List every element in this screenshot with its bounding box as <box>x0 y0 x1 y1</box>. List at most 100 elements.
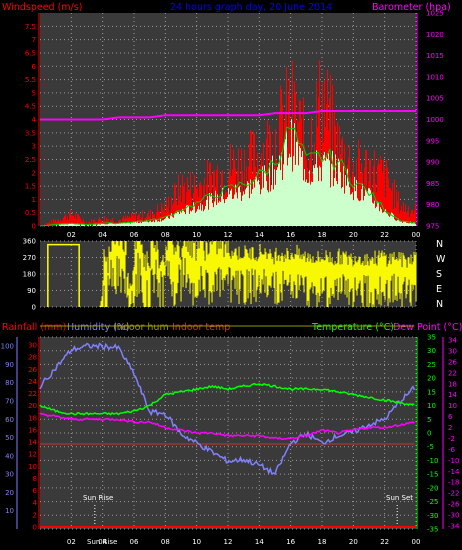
wind-tick-label: 7.5 <box>25 23 36 31</box>
compass-label: E <box>436 284 442 295</box>
wind-x-ticks: 02 04 06 08 10 12 14 16 18 20 22 00 <box>67 231 421 239</box>
rain-tick-label: 4 <box>33 499 38 507</box>
compass-label: W <box>436 254 446 265</box>
x-tick-label: 02 <box>67 231 76 239</box>
rain-tick-label: 30 <box>28 342 37 350</box>
wind-tick-label: 2.5 <box>25 156 36 164</box>
rain-tick-label: 6 <box>33 487 38 495</box>
sunrise-overlap-label: Sun Rise <box>87 538 117 546</box>
dew-tick-label: -26 <box>448 501 460 509</box>
dew-tick-label: -34 <box>448 523 460 531</box>
dew-line <box>39 412 415 440</box>
x-tick-label: 00 <box>412 538 421 546</box>
temp-tick-label: -25 <box>427 498 438 506</box>
temp-x-ticks: 02 04 06 08 10 12 14 16 18 20 22 00 <box>67 538 421 546</box>
temp-tick-label: 0 <box>427 430 431 438</box>
dew-tick-label: 6 <box>448 413 453 421</box>
direction-tick-label: 90 <box>27 287 36 295</box>
rain-tick-label: 22 <box>28 390 37 398</box>
direction-tick-label: 270 <box>23 254 36 262</box>
rain-tick-label: 16 <box>28 426 37 434</box>
baro-tick-label: 1020 <box>426 31 444 39</box>
dew-tick-label: -22 <box>448 490 459 498</box>
rain-tick-label: 20 <box>28 402 37 410</box>
rain-tick-label: 0 <box>33 524 37 532</box>
temp-y-ticks: -35-30-25-20-15-10-505101520253035-34-30… <box>1 334 460 534</box>
wind-tick-label: 7 <box>32 36 36 44</box>
wind-tick-label: 1 <box>32 196 36 204</box>
temp-tick-label: -5 <box>427 443 434 451</box>
hum-tick-label: 80 <box>5 379 14 387</box>
wind-tick-label: 4.5 <box>25 103 36 111</box>
x-tick-label: 20 <box>349 538 358 546</box>
dew-tick-label: -14 <box>448 468 460 476</box>
hum-tick-label: 50 <box>5 434 14 442</box>
temperature-axis-label: Temperature (°C) <box>311 322 394 333</box>
wind-tick-label: 5.5 <box>25 76 36 84</box>
x-tick-label: 18 <box>318 538 327 546</box>
rain-tick-label: 2 <box>33 511 37 519</box>
rain-tick-label: 12 <box>28 451 37 459</box>
direction-tick-label: 180 <box>23 271 36 279</box>
baro-tick-label: 1010 <box>426 73 444 81</box>
rain-tick-label: 8 <box>33 475 37 483</box>
dew-tick-label: 34 <box>448 337 457 345</box>
temp-tick-label: -30 <box>427 512 438 520</box>
direction-calm-box <box>47 243 80 307</box>
dew-tick-label: -2 <box>448 435 455 443</box>
baro-tick-label: 995 <box>426 137 439 145</box>
x-tick-label: 00 <box>412 231 421 239</box>
hum-tick-label: 60 <box>5 416 14 424</box>
temp-tick-label: -10 <box>427 457 438 465</box>
baro-tick-label: 1005 <box>426 95 444 103</box>
rain-tick-label: 24 <box>28 378 37 386</box>
chart-title: 24 hours graph day, 20 June 2014 <box>170 2 332 13</box>
compass-label: N <box>436 239 443 250</box>
direction-tick-label: 0 <box>32 304 36 312</box>
wind-tick-label: 0 <box>32 223 36 231</box>
compass-label: N <box>436 299 443 310</box>
temp-tick-label: 5 <box>427 416 431 424</box>
avg-wind-line <box>39 126 417 227</box>
dew-tick-label: 22 <box>448 369 457 377</box>
wind-tick-label: 6.5 <box>25 49 36 57</box>
temp-tick-label: -15 <box>427 471 438 479</box>
compass-label: S <box>436 269 442 280</box>
x-tick-label: 14 <box>255 538 264 546</box>
baro-tick-label: 990 <box>426 159 439 167</box>
dew-tick-label: -6 <box>448 446 456 454</box>
baro-axis-label: Barometer (hpa) <box>372 2 451 13</box>
temp-series <box>39 325 416 529</box>
humidity-axis-label: Humidity (%) <box>67 322 130 333</box>
wind-y-ticks: 0 0.5 1 1.5 2 2.5 3 3.5 4 4.5 5 5.5 6 6.5 7 7.5 <box>25 23 37 231</box>
hum-tick-label: 40 <box>5 452 14 460</box>
dew-tick-label: -18 <box>448 479 459 487</box>
sunset-label: Sun Set <box>386 494 413 502</box>
wind-tick-label: 4 <box>32 116 37 124</box>
x-tick-label: 16 <box>286 538 295 546</box>
indoor-temp-label: Indoor temp <box>172 322 230 333</box>
temp-tick-label: 30 <box>427 347 436 355</box>
dew-tick-label: 2 <box>448 424 452 432</box>
x-tick-label: 20 <box>349 231 358 239</box>
temp-tick-label: 20 <box>427 375 436 383</box>
temp-tick-label: -35 <box>427 526 438 534</box>
temp-line <box>39 382 415 416</box>
rain-axis-label: Rainfall (mm) <box>2 322 66 333</box>
baro-tick-label: 980 <box>426 201 439 209</box>
wind-tick-label: 3 <box>32 143 36 151</box>
baro-y-ticks: 975 980 985 990 995 1000 1005 1010 1015 1020 1025 <box>426 10 444 231</box>
dew-tick-label: -30 <box>448 512 459 520</box>
hum-tick-label: 20 <box>5 489 14 497</box>
x-tick-label: 12 <box>224 538 233 546</box>
x-tick-label: 08 <box>161 538 170 546</box>
dew-tick-label: 18 <box>448 380 457 388</box>
dew-tick-label: -10 <box>448 457 459 465</box>
dew-tick-label: 26 <box>448 358 457 366</box>
dew-tick-label: 10 <box>448 402 457 410</box>
dew-tick-label: 14 <box>448 391 457 399</box>
x-tick-label: 10 <box>192 231 201 239</box>
hum-tick-label: 100 <box>1 343 14 351</box>
rain-tick-label: 26 <box>28 366 37 374</box>
